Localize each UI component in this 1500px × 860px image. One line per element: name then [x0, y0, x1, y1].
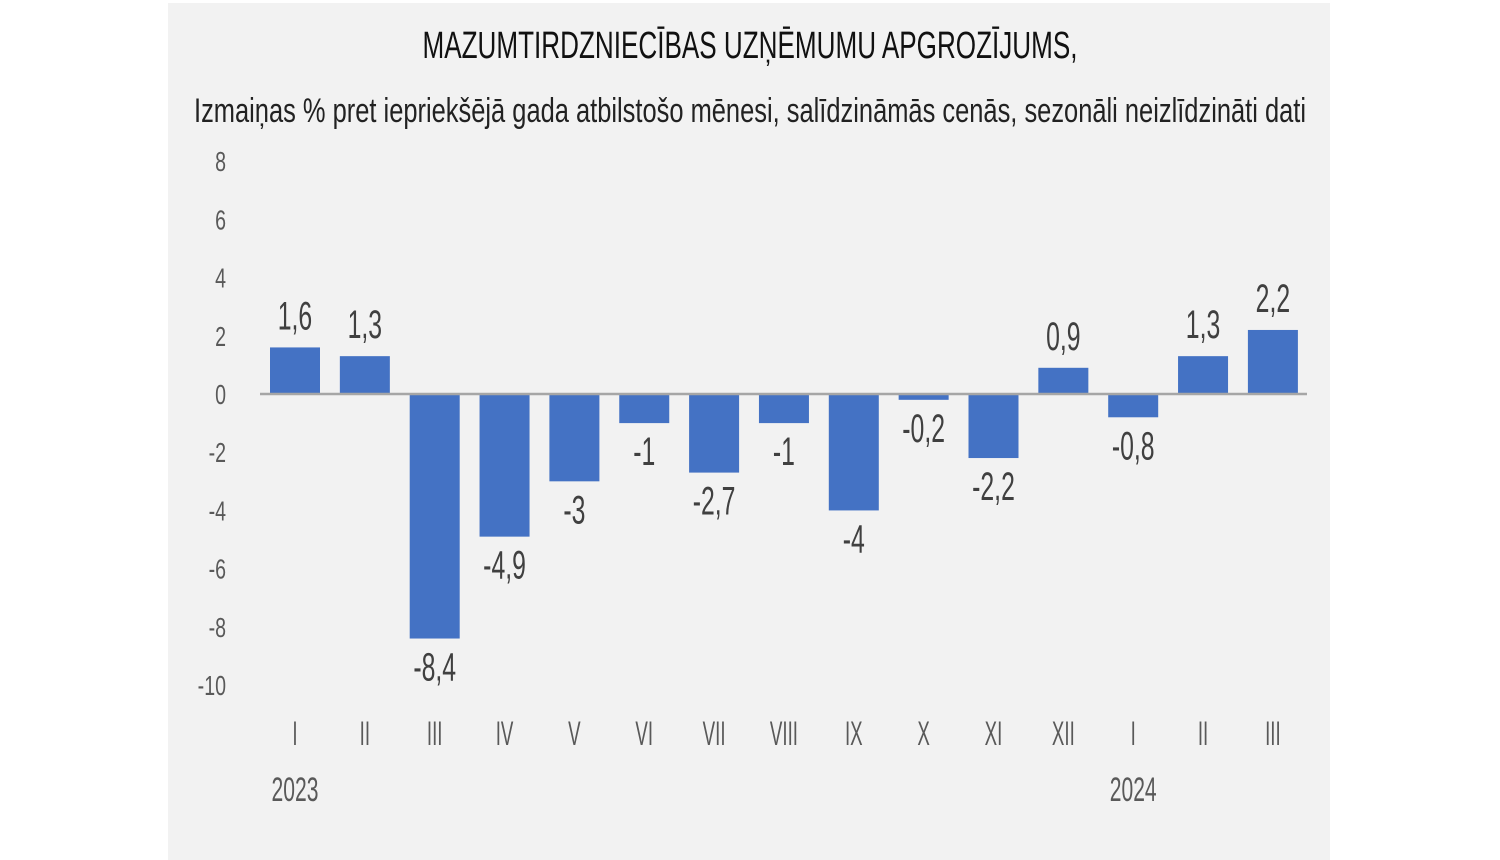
y-axis-ticks: 8 6 4 2 0 -2 -4 -6 -8 -10: [198, 147, 226, 702]
data-label: 1,3: [348, 303, 382, 347]
bar: [828, 394, 879, 511]
x-tick-label: VII: [703, 714, 726, 752]
y-tick-label: -6: [209, 554, 226, 585]
chart-title: MAZUMTIRDZNIECĪBAS UZŅĒMUMU APGROZĪJUMS,: [423, 25, 1078, 67]
y-tick-label: -8: [209, 613, 226, 644]
x-tick-label: XI: [985, 714, 1003, 752]
y-tick-label: 0: [215, 380, 226, 411]
bar: [689, 394, 740, 473]
data-label: 1,6: [278, 295, 312, 339]
chart-subtitle: Izmaiņas % pret iepriekšējā gada atbilst…: [194, 92, 1306, 130]
bar: [1178, 356, 1229, 394]
data-label: -1: [773, 430, 795, 474]
data-label: 1,3: [1186, 303, 1220, 347]
data-label: -0,2: [902, 407, 945, 451]
x-tick-label: II: [360, 714, 370, 752]
y-tick-label: 8: [215, 147, 226, 178]
x-tick-label: III: [427, 714, 443, 752]
bar: [968, 394, 1019, 459]
x-tick-label: I: [292, 714, 297, 752]
x-tick-label: VI: [635, 714, 653, 752]
data-label: 0,9: [1046, 315, 1080, 359]
x-tick-label: III: [1265, 714, 1281, 752]
data-labels: 1,6 1,3 -8,4 -4,9 -3 -1 -2,7 -1 -4 -0,2 -2,2 0,9 -0,…: [278, 277, 1290, 690]
y-tick-label: 2: [215, 321, 226, 352]
data-label: -0,8: [1112, 424, 1155, 468]
bar: [270, 347, 320, 394]
bar: [758, 394, 809, 424]
bar: [409, 394, 460, 639]
x-tick-label: V: [568, 714, 581, 752]
chart-panel: [168, 3, 1330, 860]
bar: [898, 394, 949, 400]
bar: [619, 394, 670, 424]
x-tick-label: VIII: [770, 714, 798, 752]
y-tick-label: -2: [209, 438, 226, 469]
data-label: -1: [633, 430, 655, 474]
y-tick-label: -10: [198, 671, 226, 702]
data-label: -8,4: [413, 646, 456, 690]
x-tick-label: IV: [496, 714, 514, 752]
bar: [1108, 394, 1159, 418]
bar: [549, 394, 600, 482]
data-label: -2,7: [693, 480, 736, 524]
bars: [270, 329, 1298, 639]
bar: [479, 394, 530, 537]
x-tick-label: X: [917, 714, 929, 752]
y-tick-label: 4: [215, 263, 226, 294]
data-label: -3: [563, 488, 585, 532]
data-label: -4: [843, 518, 865, 562]
data-label: -4,9: [483, 544, 526, 588]
y-tick-label: 6: [215, 205, 226, 236]
y-tick-label: -4: [209, 496, 226, 527]
x-tick-label: XII: [1052, 714, 1075, 752]
x-tick-label: I: [1131, 714, 1136, 752]
bar: [1038, 367, 1089, 394]
year-label: 2024: [1110, 770, 1157, 808]
data-label: -2,2: [972, 465, 1015, 509]
data-label: 2,2: [1256, 277, 1290, 321]
bar: [339, 356, 390, 394]
x-tick-label: II: [1198, 714, 1208, 752]
x-tick-label: IX: [845, 714, 863, 752]
year-label: 2023: [272, 770, 319, 808]
bar: [1247, 329, 1298, 394]
